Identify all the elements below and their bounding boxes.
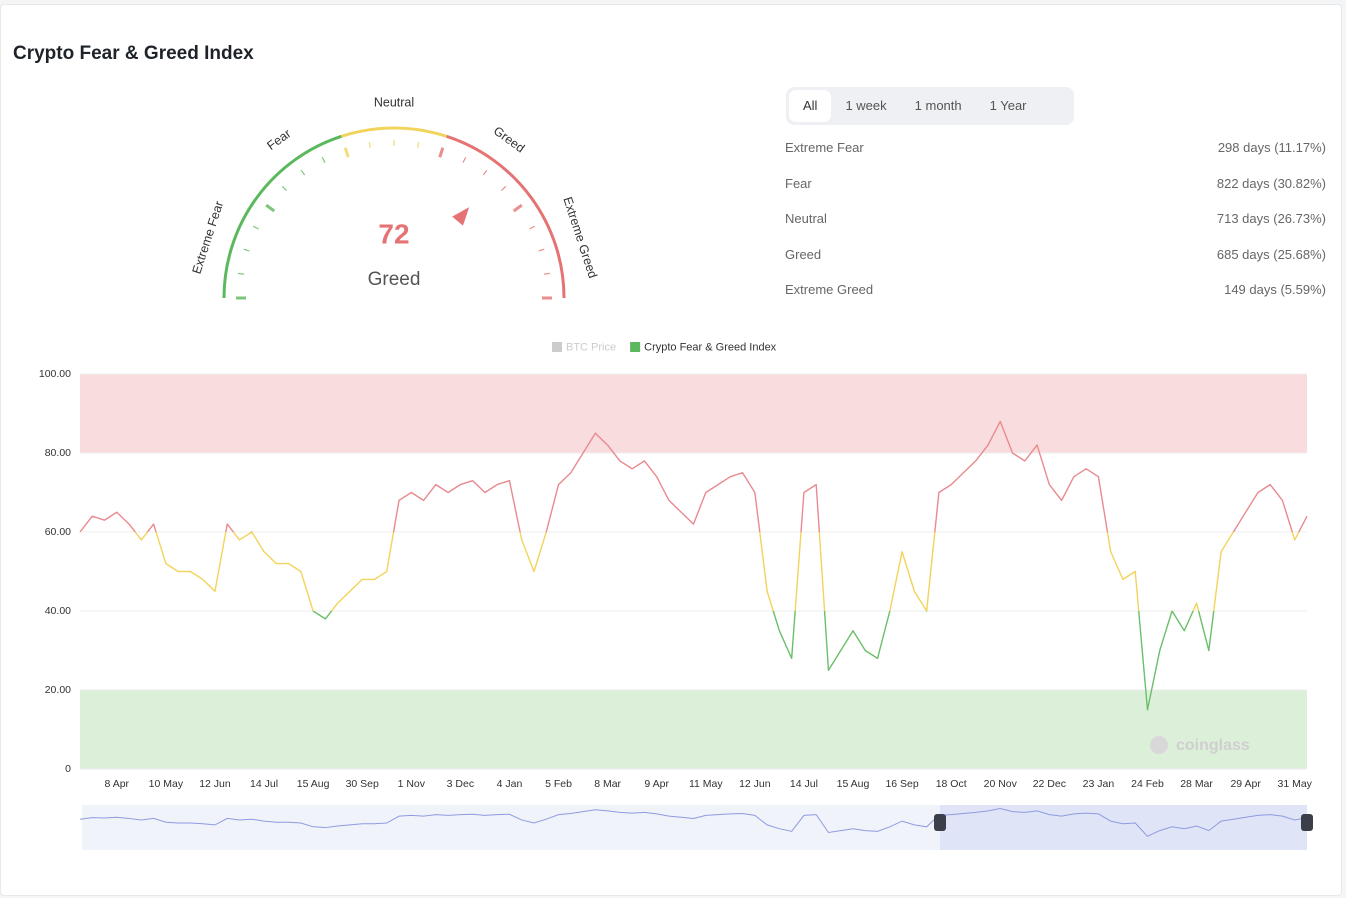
legend-swatch <box>630 342 641 352</box>
legend-label: Crypto Fear & Greed Index <box>644 341 777 353</box>
x-tick-label: 12 Jun <box>199 778 231 790</box>
stat-value: 685 days (25.68%) <box>1216 246 1326 262</box>
gauge-tick <box>538 248 545 252</box>
navigator-handle[interactable] <box>1301 814 1313 831</box>
x-tick-label: 31 May <box>1278 778 1313 790</box>
y-tick-label: 100.00 <box>39 368 71 380</box>
gauge-tick <box>544 272 551 275</box>
x-tick-label: 9 Apr <box>644 778 669 790</box>
x-tick-label: 4 Jan <box>497 778 523 790</box>
x-tick-label: 15 Aug <box>297 778 330 790</box>
x-tick-label: 5 Feb <box>545 778 572 790</box>
gauge-tick <box>529 225 536 230</box>
stats-table: Extreme Fear 298 days (11.17%) Fear 822 day… <box>785 140 1326 318</box>
stat-value: 713 days (26.73%) <box>1216 211 1326 227</box>
stat-label: Fear <box>785 175 812 191</box>
gauge-arc <box>222 134 342 299</box>
gauge-value: 72 <box>378 218 409 249</box>
gauge-label: Extreme Greed <box>560 195 600 280</box>
y-tick-label: 20.00 <box>45 684 71 696</box>
gauge-pointer <box>452 207 470 226</box>
navigator-line <box>79 808 1308 837</box>
stat-row: Greed 685 days (25.68%) <box>785 247 1326 283</box>
stat-row: Extreme Greed 149 days (5.59%) <box>785 282 1326 318</box>
x-tick-label: 28 Mar <box>1180 778 1213 790</box>
gauge-label: Extreme Fear <box>190 199 227 275</box>
stat-row: Extreme Fear 298 days (11.17%) <box>785 140 1326 176</box>
navigator-selection <box>940 805 1307 850</box>
watermark: coinglass <box>1176 737 1250 754</box>
x-tick-label: 15 Aug <box>837 778 870 790</box>
x-tick-label: 3 Dec <box>447 778 474 790</box>
tab[interactable]: 1 week <box>845 98 887 113</box>
x-tick-label: 1 Nov <box>398 778 426 790</box>
tab[interactable]: All <box>789 90 832 122</box>
gauge-label: Fear <box>264 126 293 152</box>
tab[interactable]: 1 month <box>914 98 962 113</box>
gauge-tick <box>300 169 306 176</box>
gauge-tick <box>462 156 467 163</box>
y-tick-label: 60.00 <box>45 526 71 538</box>
gauge-tick <box>438 147 445 158</box>
stat-row: Fear 822 days (30.82%) <box>785 176 1326 212</box>
x-tick-label: 22 Dec <box>1033 778 1066 790</box>
gauge-tick <box>237 272 244 275</box>
tab[interactable]: 1 Year <box>989 98 1027 113</box>
gauge-arc <box>446 134 566 299</box>
legend-label: BTC Price <box>566 341 616 353</box>
x-tick-label: 18 Oct <box>936 778 967 790</box>
x-tick-label: 11 May <box>689 778 723 790</box>
watermark-icon <box>1150 736 1168 754</box>
x-tick-label: 30 Sep <box>346 778 379 790</box>
navigator-handle[interactable] <box>934 814 946 831</box>
gauge-status: Greed <box>368 269 421 290</box>
gauge-tick <box>265 203 276 213</box>
x-tick-label: 10 May <box>149 778 184 790</box>
stat-row: Neutral 713 days (26.73%) <box>785 211 1326 247</box>
gauge-tick <box>368 141 371 148</box>
gauge-tick <box>501 185 507 191</box>
stat-label: Greed <box>785 246 822 262</box>
gauge-tick <box>281 185 287 191</box>
legend-swatch <box>552 342 562 352</box>
zone-band <box>80 690 1307 769</box>
stat-value: 149 days (5.59%) <box>1224 282 1326 298</box>
gauge-tick <box>343 147 350 158</box>
x-tick-label: 29 Apr <box>1230 778 1261 790</box>
x-tick-label: 23 Jan <box>1083 778 1115 790</box>
x-tick-label: 20 Nov <box>984 778 1018 790</box>
x-tick-label: 16 Sep <box>885 778 918 790</box>
gauge-label: Neutral <box>374 95 414 109</box>
gauge-tick <box>321 156 326 163</box>
stat-value: 822 days (30.82%) <box>1216 175 1326 191</box>
y-tick-label: 0 <box>65 763 71 775</box>
y-tick-label: 40.00 <box>45 605 71 617</box>
x-tick-label: 24 Feb <box>1131 778 1164 790</box>
page-title: Crypto Fear & Greed Index <box>13 43 254 64</box>
gauge-tick <box>243 248 250 252</box>
stat-label: Extreme Fear <box>785 140 864 155</box>
x-tick-label: 8 Apr <box>105 778 130 790</box>
range-tabs: All 1 week 1 month 1 Year <box>786 87 1074 125</box>
x-tick-label: 8 Mar <box>594 778 621 790</box>
gauge-tick <box>512 203 523 213</box>
index-line <box>79 420 1308 711</box>
zone-band <box>80 374 1307 453</box>
gauge-label: Greed <box>491 124 527 156</box>
x-tick-label: 14 Jul <box>250 778 278 790</box>
gauge-tick <box>482 169 488 176</box>
y-tick-label: 80.00 <box>45 447 71 459</box>
stat-label: Extreme Greed <box>785 282 874 298</box>
x-tick-label: 14 Jul <box>790 778 818 790</box>
stat-label: Neutral <box>785 211 827 227</box>
gauge-arc <box>341 126 447 138</box>
gauge-tick <box>417 141 420 148</box>
x-tick-label: 12 Jun <box>739 778 771 790</box>
stat-value: 298 days (11.17%) <box>1217 140 1326 155</box>
gauge-tick <box>252 225 259 230</box>
